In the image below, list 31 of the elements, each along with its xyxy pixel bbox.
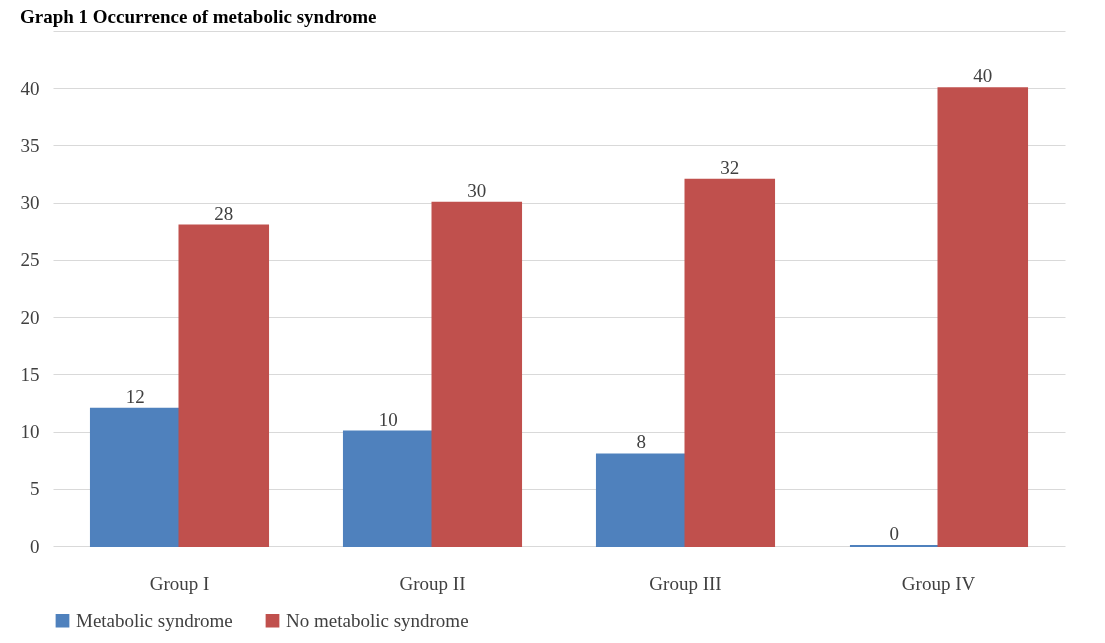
- data-label: 28: [214, 202, 234, 224]
- y-tick-label: 35: [20, 134, 40, 156]
- bar: [431, 201, 523, 547]
- y-tick-label: 10: [20, 421, 40, 443]
- data-label: 30: [467, 179, 487, 201]
- legend-label: No metabolic syndrome: [286, 609, 469, 631]
- bar: [595, 453, 687, 547]
- chart-title: Graph 1 Occurrence of metabolic syndrome: [20, 6, 377, 27]
- data-label: 10: [378, 408, 398, 430]
- data-label: 40: [973, 65, 993, 87]
- data-label: 12: [125, 385, 145, 407]
- y-tick-label: 0: [30, 535, 40, 557]
- data-label: 8: [636, 431, 646, 453]
- bar: [684, 178, 776, 547]
- data-label: 32: [720, 156, 740, 178]
- y-tick-label: 30: [20, 192, 40, 214]
- bar: [178, 224, 270, 547]
- x-tick-label: Group I: [149, 572, 210, 594]
- x-tick-label: Group III: [649, 572, 722, 594]
- bar: [937, 87, 1029, 547]
- legend-label: Metabolic syndrome: [76, 609, 233, 631]
- data-label: 0: [889, 523, 899, 544]
- bar: [89, 407, 181, 547]
- bar: [342, 430, 434, 547]
- y-tick-label: 25: [20, 249, 40, 271]
- y-tick-label: 20: [20, 306, 40, 328]
- y-tick-label: 5: [30, 478, 40, 500]
- y-tick-label: 40: [20, 77, 40, 99]
- x-tick-label: Group IV: [901, 572, 976, 594]
- x-tick-label: Group II: [399, 572, 466, 594]
- y-tick-label: 15: [20, 363, 40, 385]
